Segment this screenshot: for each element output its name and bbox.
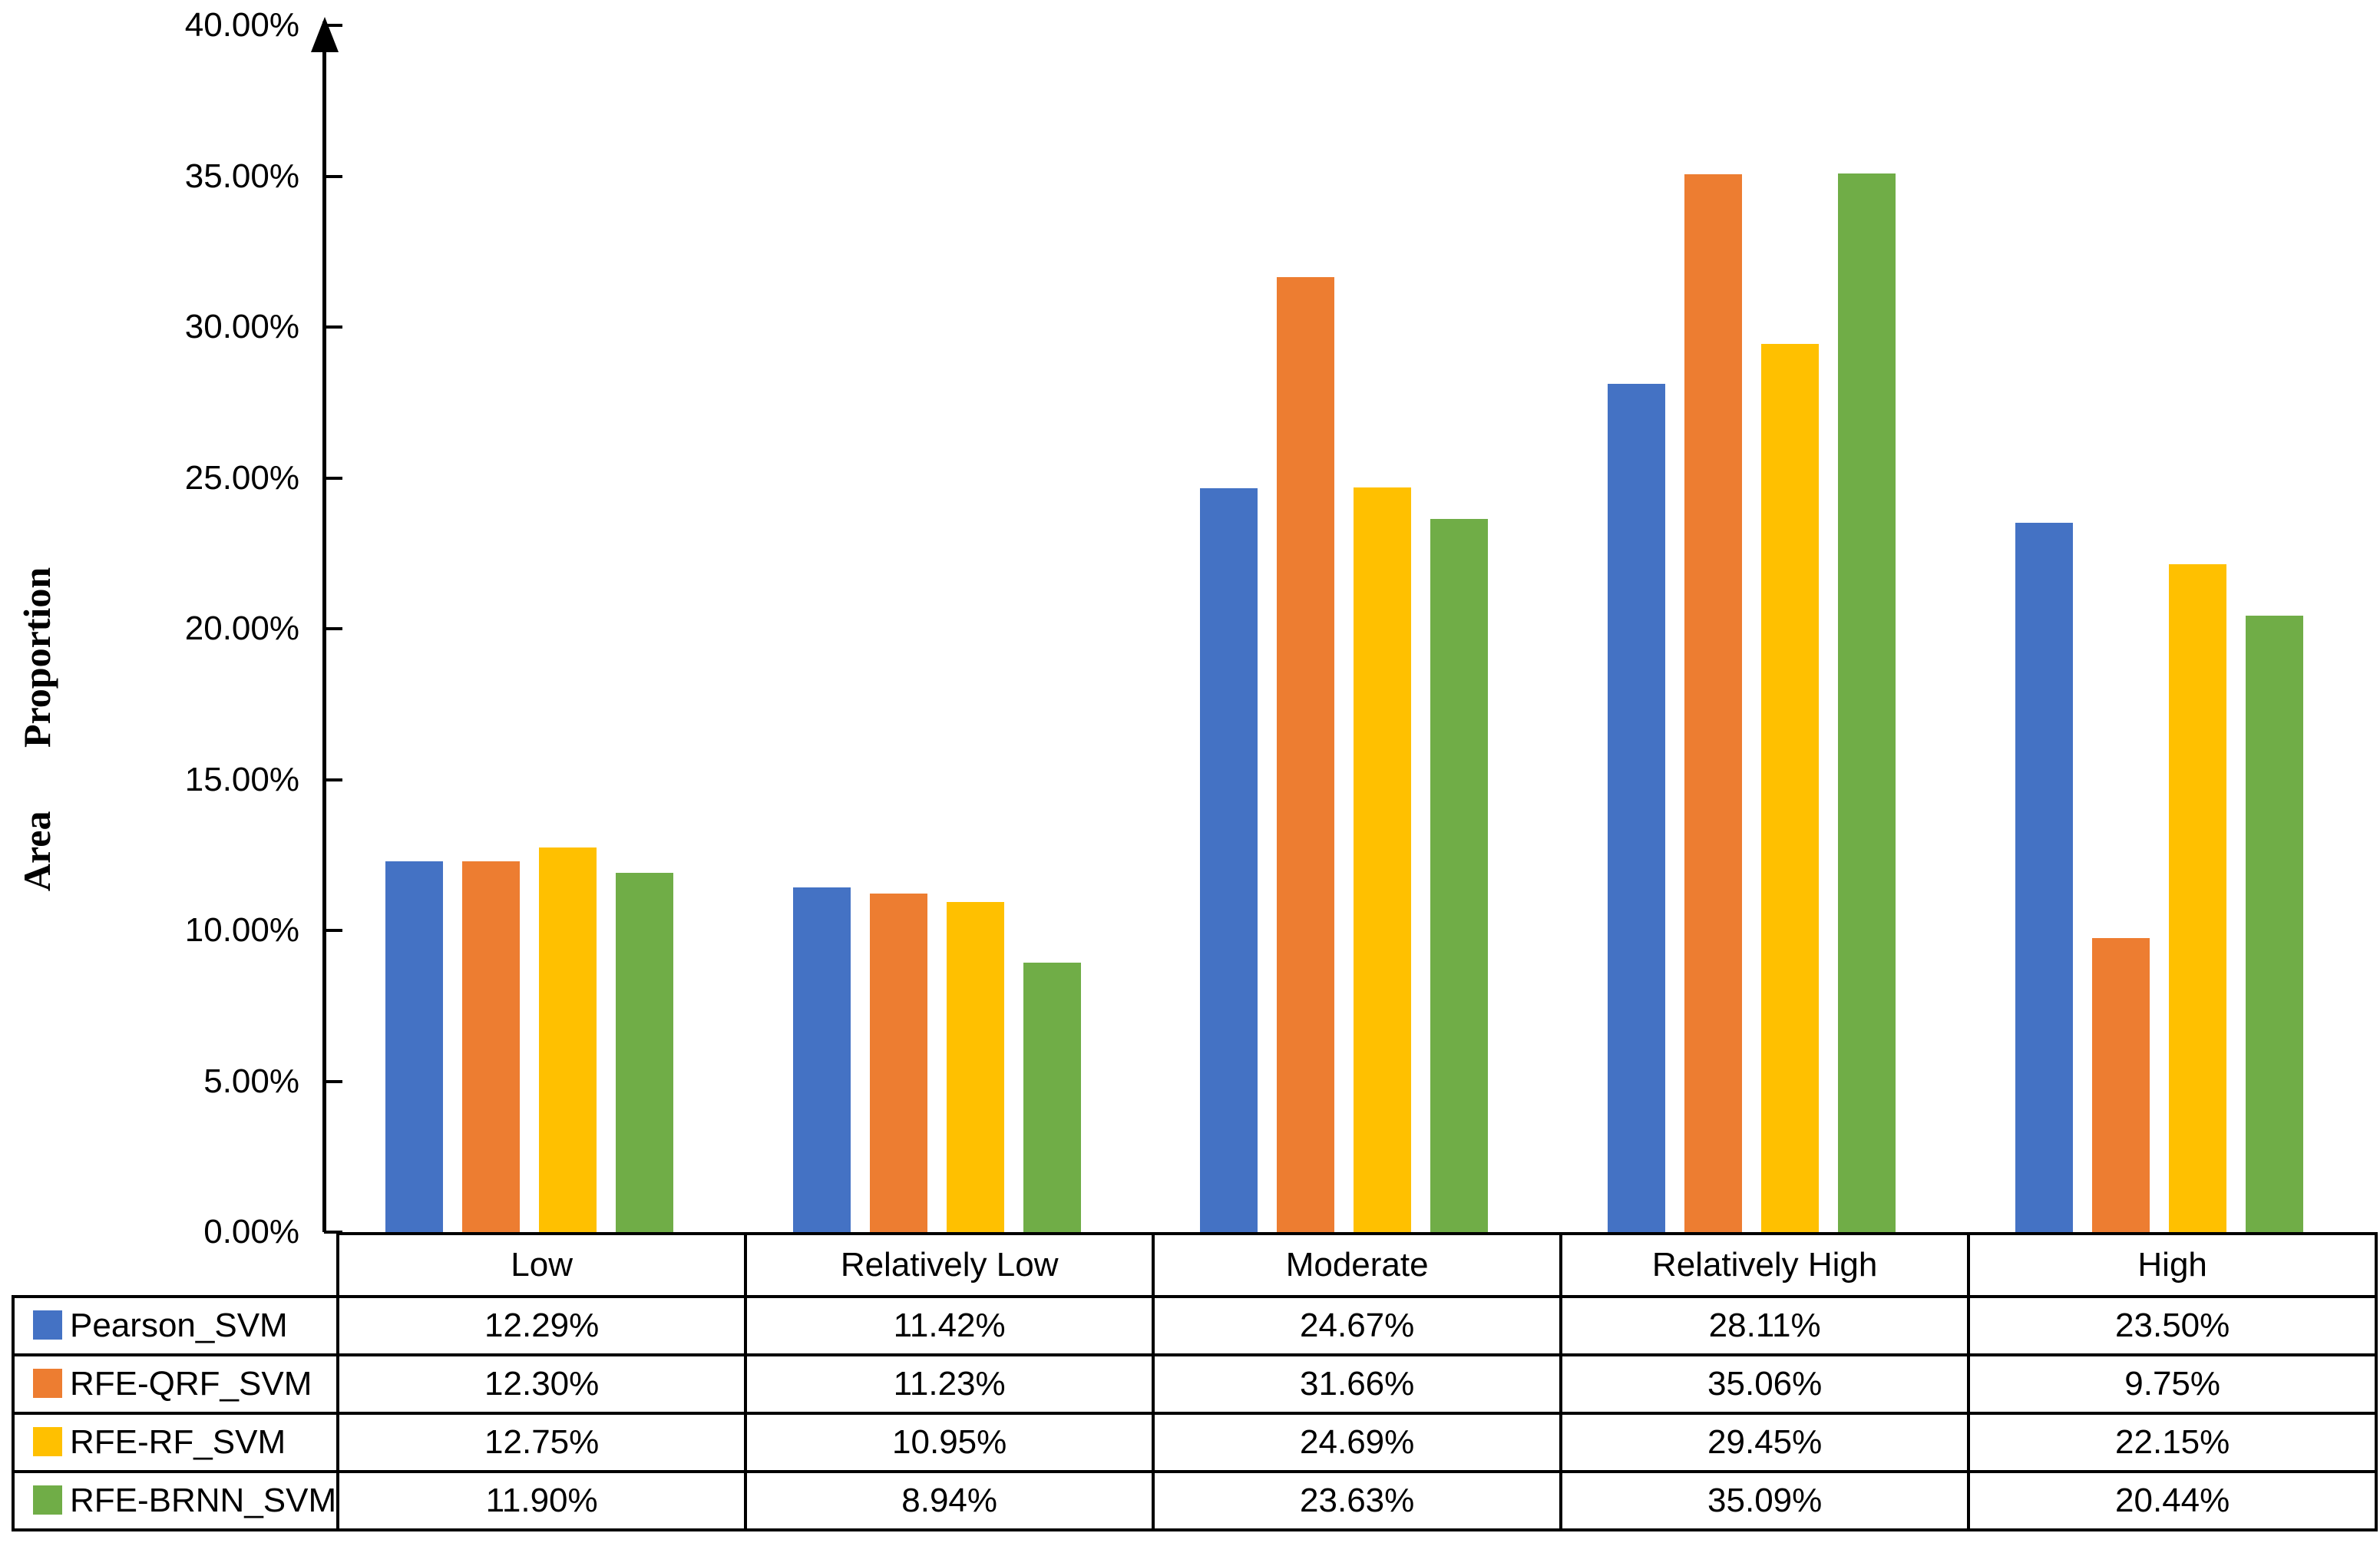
bar-rfe-brnn_svm <box>2246 615 2304 1232</box>
y-axis-title: Area Proportion <box>15 567 58 892</box>
table-row: Pearson_SVM 12.29% 11.42% 24.67% 28.11% 23.50… <box>11 1295 2378 1356</box>
legend-cell: Pearson_SVM <box>11 1295 340 1356</box>
y-tick-mark <box>324 1231 342 1234</box>
table-row: RFE-QRF_SVM 12.30% 11.23% 31.66% 35.06% 9.75% <box>11 1353 2378 1415</box>
legend-cell: RFE-BRNN_SVM <box>11 1470 340 1531</box>
value-cell: 31.66% <box>1152 1353 1563 1415</box>
y-tick-mark <box>324 778 342 781</box>
bar-pearson_svm <box>792 887 851 1232</box>
value-cell: 10.95% <box>744 1412 1155 1473</box>
y-tick-label: 40.00% <box>184 6 299 44</box>
category-header-cell: Moderate <box>1152 1232 1563 1298</box>
value-cell: 20.44% <box>1967 1470 2378 1531</box>
value-cell: 11.90% <box>336 1470 748 1531</box>
bar-rfe-qrf_svm <box>2092 937 2150 1232</box>
legend-swatch-icon <box>33 1310 62 1340</box>
bar-pearson_svm <box>1200 487 1258 1232</box>
legend-label: RFE-RF_SVM <box>70 1423 286 1461</box>
bar-pearson_svm <box>1608 384 1666 1232</box>
value-cell: 23.63% <box>1152 1470 1563 1531</box>
value-cell: 22.15% <box>1967 1412 2378 1473</box>
y-tick-label: 20.00% <box>184 610 299 647</box>
bar-rfe-qrf_svm <box>1277 276 1335 1232</box>
value-cell: 24.69% <box>1152 1412 1563 1473</box>
y-tick-mark <box>324 627 342 630</box>
y-tick-label: 35.00% <box>184 157 299 195</box>
value-cell: 11.23% <box>744 1353 1155 1415</box>
legend-label: Pearson_SVM <box>70 1307 288 1344</box>
value-cell: 29.45% <box>1559 1412 1971 1473</box>
y-tick-mark <box>324 325 342 329</box>
value-cell: 12.29% <box>336 1295 748 1356</box>
y-tick-mark <box>324 1079 342 1083</box>
legend-label: RFE-QRF_SVM <box>70 1365 312 1403</box>
legend-cell: RFE-QRF_SVM <box>11 1353 340 1415</box>
data-table: Low Relatively Low Moderate Relatively High… <box>11 1232 2378 1531</box>
value-cell: 23.50% <box>1967 1295 2378 1356</box>
bar-group-high <box>1955 25 2363 1232</box>
y-tick-label: 15.00% <box>184 760 299 798</box>
legend-swatch-icon <box>33 1427 62 1456</box>
value-cell: 35.06% <box>1559 1353 1971 1415</box>
legend-label: RFE-BRNN_SVM <box>70 1482 337 1519</box>
bar-rfe-qrf_svm <box>461 861 520 1232</box>
bar-rfe-rf_svm <box>1761 343 1820 1232</box>
value-cell: 11.42% <box>744 1295 1155 1356</box>
value-cell: 28.11% <box>1559 1295 1971 1356</box>
bar-rfe-brnn_svm <box>615 873 673 1232</box>
value-cell: 9.75% <box>1967 1353 2378 1415</box>
y-tick-mark <box>324 929 342 932</box>
bar-rfe-brnn_svm <box>1430 519 1489 1232</box>
bar-rfe-brnn_svm <box>1023 962 1081 1232</box>
y-tick-label: 30.00% <box>184 308 299 345</box>
table-row: RFE-BRNN_SVM 11.90% 8.94% 23.63% 35.09% 20.44… <box>11 1470 2378 1531</box>
bar-rfe-rf_svm <box>538 847 597 1232</box>
category-header-cell: High <box>1967 1232 2378 1298</box>
y-tick-mark <box>324 174 342 178</box>
bar-rfe-rf_svm <box>946 901 1004 1232</box>
value-cell: 24.67% <box>1152 1295 1563 1356</box>
category-header-cell: Relatively High <box>1559 1232 1971 1298</box>
bar-group-relatively-low <box>733 25 1141 1232</box>
bar-pearson_svm <box>385 861 443 1232</box>
legend-swatch-icon <box>33 1369 62 1398</box>
table-row: RFE-RF_SVM 12.75% 10.95% 24.69% 29.45% 22.15% <box>11 1412 2378 1473</box>
bar-group-low <box>326 25 733 1232</box>
y-tick-mark <box>324 24 342 27</box>
category-header-cell: Low <box>336 1232 748 1298</box>
value-cell: 12.75% <box>336 1412 748 1473</box>
bar-rfe-brnn_svm <box>1838 173 1896 1232</box>
y-tick-label: 0.00% <box>203 1213 299 1251</box>
bar-rfe-rf_svm <box>2169 563 2227 1232</box>
bar-group-moderate <box>1141 25 1549 1232</box>
y-tick-mark <box>324 476 342 480</box>
bar-rfe-qrf_svm <box>1684 174 1743 1232</box>
bar-rfe-rf_svm <box>1354 487 1412 1232</box>
value-cell: 35.09% <box>1559 1470 1971 1531</box>
category-header-cell: Relatively Low <box>744 1232 1155 1298</box>
y-tick-label: 25.00% <box>184 458 299 497</box>
legend-swatch-icon <box>33 1485 62 1515</box>
bar-group-relatively-high <box>1548 25 1955 1232</box>
y-axis-line <box>322 21 326 1232</box>
y-axis-arrow-icon <box>311 17 339 52</box>
plot-area <box>326 25 2363 1232</box>
y-tick-label: 10.00% <box>184 911 299 949</box>
bar-pearson_svm <box>2015 523 2074 1232</box>
legend-cell: RFE-RF_SVM <box>11 1412 340 1473</box>
bar-rfe-qrf_svm <box>869 893 927 1232</box>
value-cell: 12.30% <box>336 1353 748 1415</box>
y-tick-label: 5.00% <box>203 1062 299 1100</box>
corner-cell <box>13 1234 338 1297</box>
value-cell: 8.94% <box>744 1470 1155 1531</box>
